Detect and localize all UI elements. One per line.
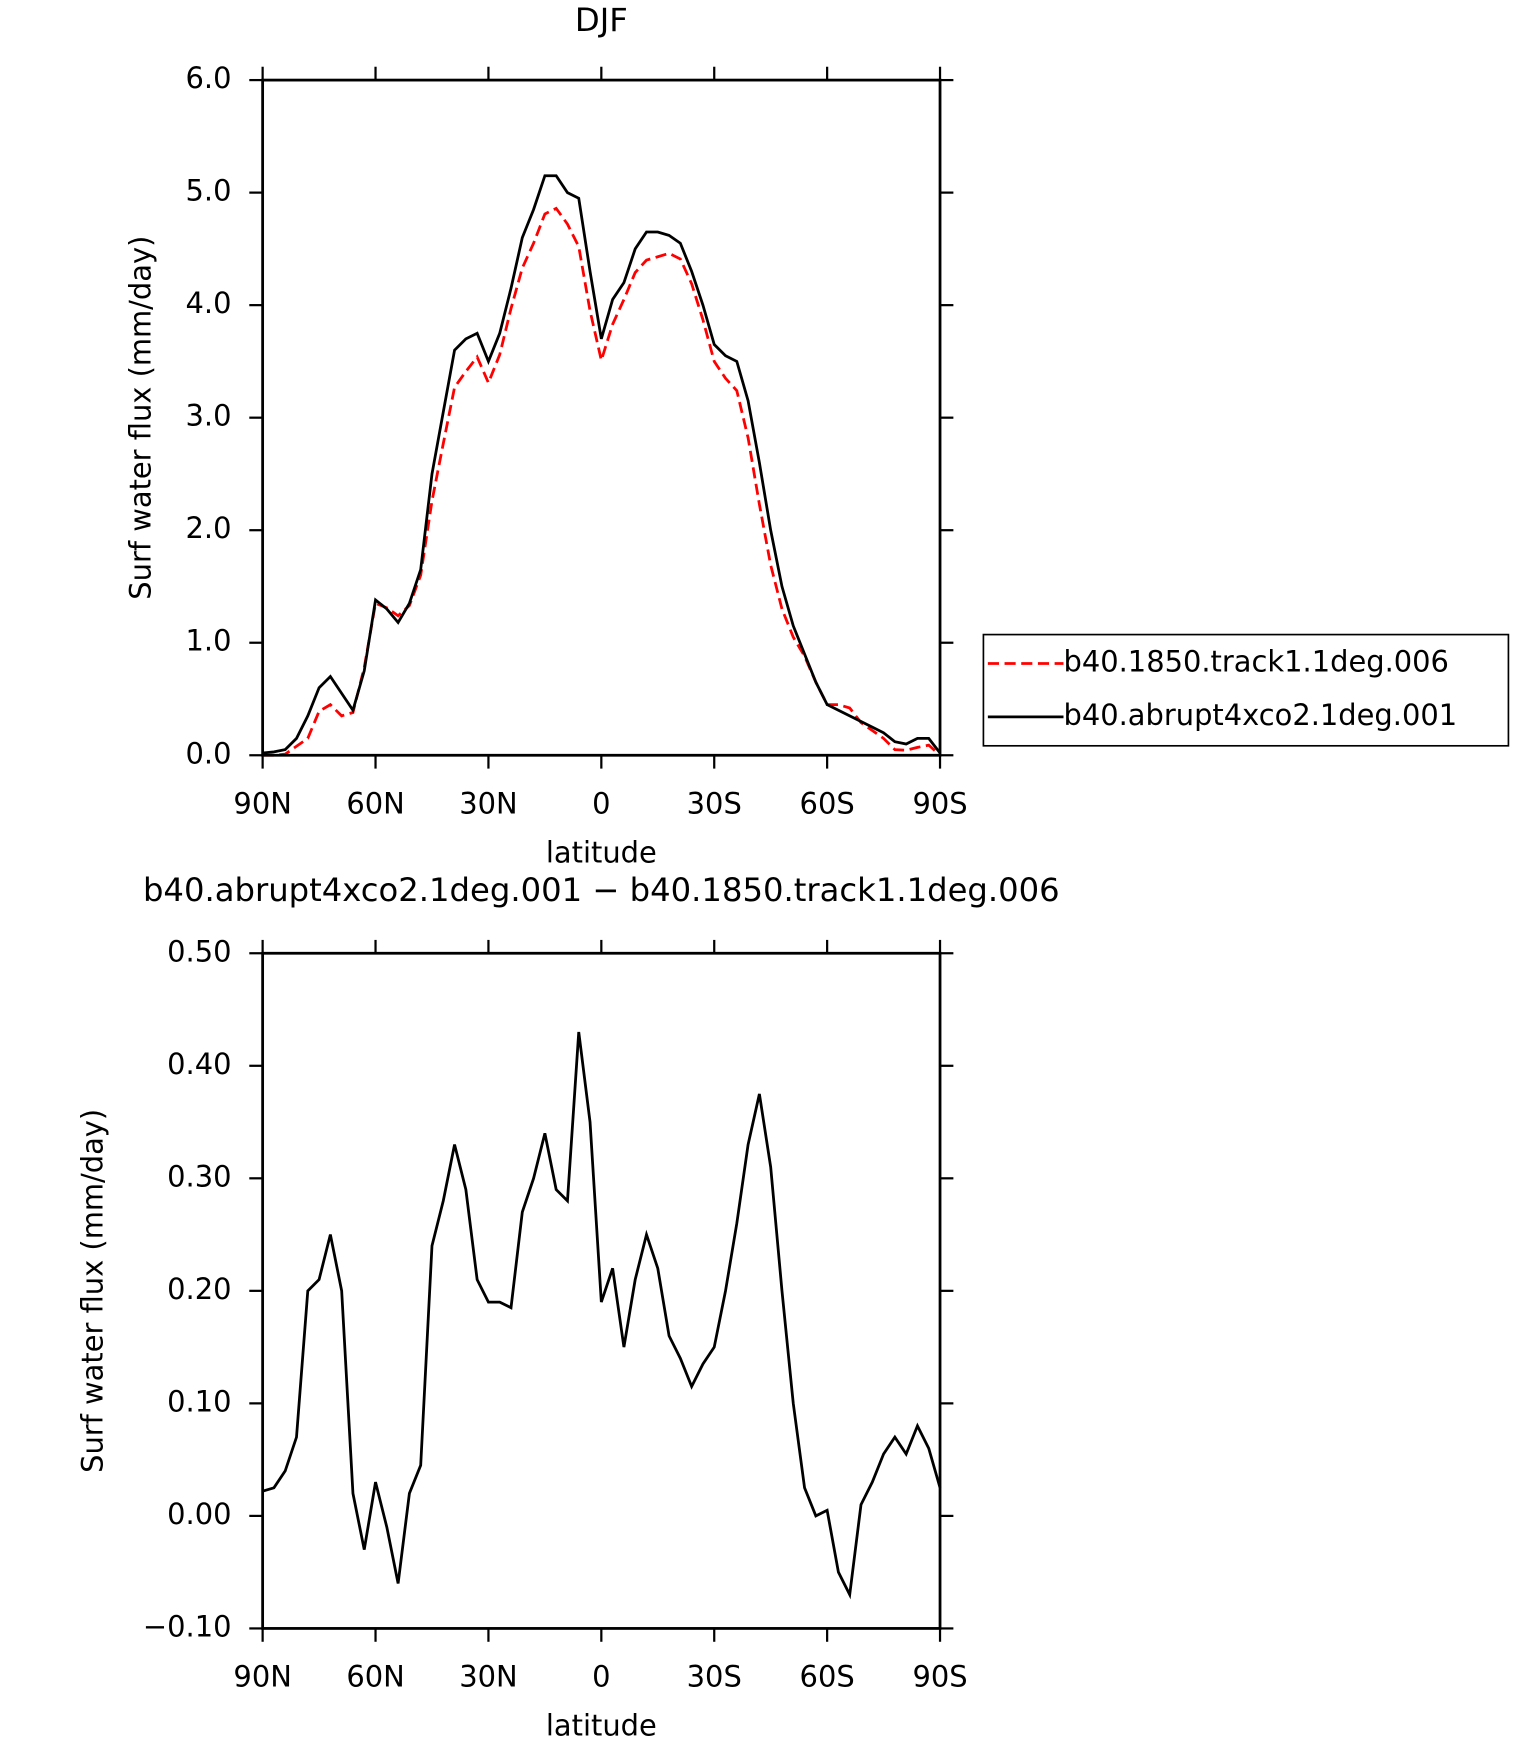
- x-tick-label: 90N: [233, 1659, 291, 1693]
- x-tick-label: 60N: [346, 1659, 404, 1693]
- legend-box: [982, 633, 1510, 747]
- x-tick-label: 60S: [800, 1659, 855, 1693]
- y-tick-label: 4.0: [186, 286, 232, 320]
- y-tick-label: 0.30: [167, 1159, 231, 1193]
- chart-title: b40.abrupt4xco2.1deg.001 − b40.1850.trac…: [143, 871, 1060, 909]
- x-tick-label: 90S: [912, 1659, 967, 1693]
- y-axis-label: Surf water flux (mm/day): [76, 1109, 110, 1473]
- chart-title: DJF: [575, 1, 628, 39]
- y-tick-label: 5.0: [186, 174, 232, 208]
- y-tick-label: 6.0: [186, 61, 232, 95]
- x-tick-label: 30S: [687, 1659, 742, 1693]
- x-tick-label: 90S: [912, 786, 967, 820]
- y-tick-label: 0.0: [186, 736, 232, 770]
- y-tick-label: 3.0: [186, 399, 232, 433]
- y-tick-label: −0.10: [143, 1609, 232, 1643]
- x-tick-label: 90N: [233, 786, 291, 820]
- y-tick-label: 2.0: [186, 511, 232, 545]
- x-axis-label: latitude: [546, 835, 657, 869]
- x-tick-label: 0: [592, 1659, 610, 1693]
- y-axis-label: Surf water flux (mm/day): [124, 236, 158, 600]
- x-axis-label: latitude: [546, 1708, 657, 1742]
- series-line: [262, 174, 942, 755]
- y-tick-label: 0.50: [167, 934, 231, 968]
- legend-label: b40.abrupt4xco2.1deg.001: [1063, 698, 1457, 732]
- y-tick-label: 0.20: [167, 1272, 231, 1306]
- y-tick-label: 0.10: [167, 1384, 231, 1418]
- legend-label: b40.1850.track1.1deg.006: [1063, 644, 1448, 678]
- x-tick-label: 30N: [459, 1659, 517, 1693]
- y-tick-label: 0.40: [167, 1047, 231, 1081]
- plot-frame: [261, 78, 942, 757]
- plot-frame: [261, 951, 942, 1630]
- x-tick-label: 30N: [459, 786, 517, 820]
- x-tick-label: 60S: [800, 786, 855, 820]
- series-line: [262, 1031, 942, 1600]
- x-tick-label: 0: [592, 786, 610, 820]
- x-tick-label: 60N: [346, 786, 404, 820]
- y-tick-label: 1.0: [186, 624, 232, 658]
- x-tick-label: 30S: [687, 786, 742, 820]
- y-tick-label: 0.00: [167, 1497, 231, 1531]
